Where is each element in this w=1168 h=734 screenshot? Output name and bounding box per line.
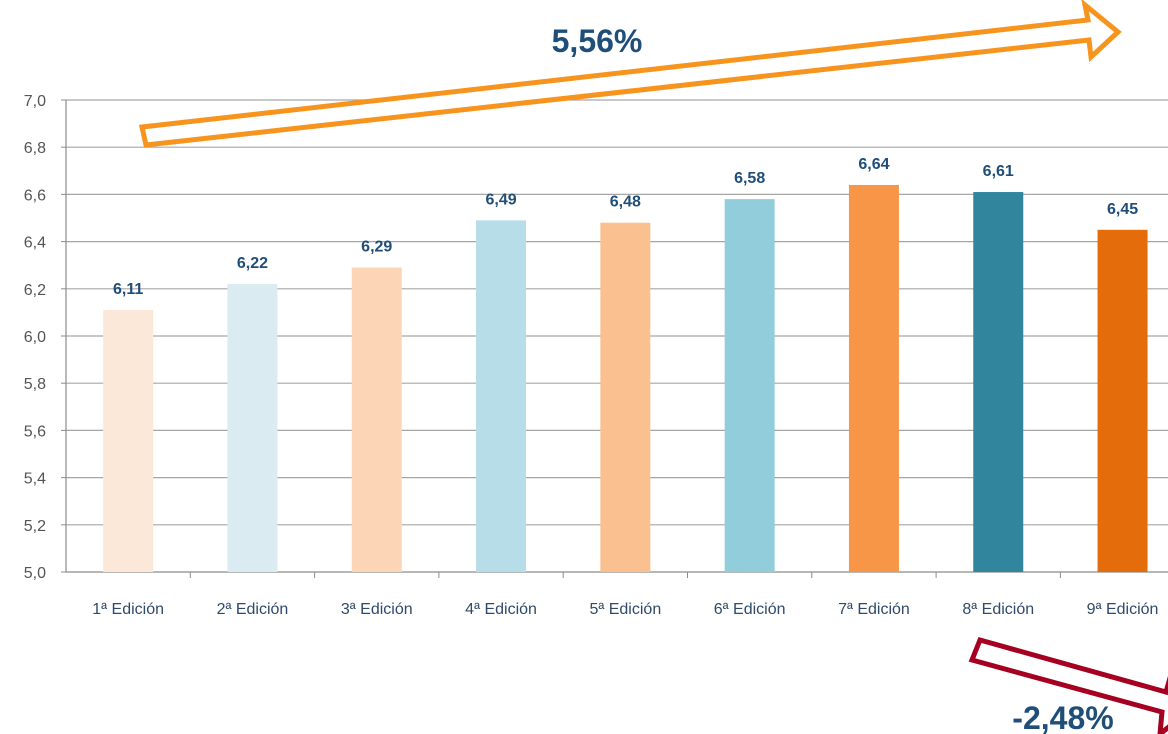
- data-label: 6,22: [237, 255, 268, 272]
- bar: [1097, 229, 1148, 573]
- x-tick-label: 6ª Edición: [714, 601, 786, 618]
- x-tick-label: 9ª Edición: [1087, 601, 1159, 618]
- y-tick-label: 5,4: [24, 471, 46, 488]
- data-label: 6,61: [983, 163, 1014, 180]
- bar: [848, 184, 899, 572]
- x-tick-label: 5ª Edición: [589, 601, 661, 618]
- bar: [724, 199, 775, 572]
- y-tick-label: 6,6: [24, 187, 46, 204]
- y-tick-label: 6,0: [24, 329, 46, 346]
- data-label: 6,64: [858, 156, 889, 173]
- data-label: 6,49: [485, 191, 516, 208]
- data-label: 6,11: [113, 281, 143, 298]
- trend-up-arrow: [138, 0, 1122, 148]
- x-tick-label: 4ª Edición: [465, 601, 537, 618]
- data-labels: 6,11 6,22 6,29 6,49 6,48 6,58 6,64 6,61 6,45: [113, 156, 1138, 298]
- bar: [103, 310, 154, 572]
- x-tick-label: 8ª Edición: [962, 601, 1034, 618]
- y-tick-label: 5,8: [24, 376, 46, 393]
- trend-down-arrow: [968, 636, 1168, 734]
- y-tick-label: 5,0: [24, 565, 46, 582]
- y-tick-label: 6,2: [24, 282, 46, 299]
- bar: [973, 192, 1024, 573]
- x-tick-label: 2ª Edición: [217, 601, 289, 618]
- x-tick-label: 3ª Edición: [341, 601, 413, 618]
- decrease-annotation: -2,48%: [1012, 700, 1113, 734]
- bar: [600, 222, 651, 572]
- x-tick-label: 7ª Edición: [838, 601, 910, 618]
- y-tick-label: 6,4: [24, 235, 46, 252]
- x-tick-label: 1ª Edición: [92, 601, 164, 618]
- bar: [351, 267, 402, 572]
- bar: [227, 284, 278, 572]
- x-axis-tick-labels: 1ª Edición 2ª Edición 3ª Edición 4ª Edición…: [92, 601, 1158, 618]
- bar: [476, 220, 527, 573]
- y-tick-label: 6,8: [24, 140, 46, 157]
- increase-annotation: 5,56%: [552, 23, 643, 59]
- data-label: 6,45: [1107, 201, 1138, 218]
- data-label: 6,48: [610, 194, 641, 211]
- data-label: 6,58: [734, 170, 765, 187]
- y-tick-label: 7,0: [24, 93, 46, 110]
- bars: [103, 184, 1148, 573]
- y-tick-label: 5,6: [24, 423, 46, 440]
- y-tick-label: 5,2: [24, 518, 46, 535]
- data-label: 6,29: [361, 239, 392, 256]
- y-axis-tick-labels: 5,0 5,2 5,4 5,6 5,8 6,0 6,2 6,4 6,6 6,8 7,0: [24, 93, 46, 582]
